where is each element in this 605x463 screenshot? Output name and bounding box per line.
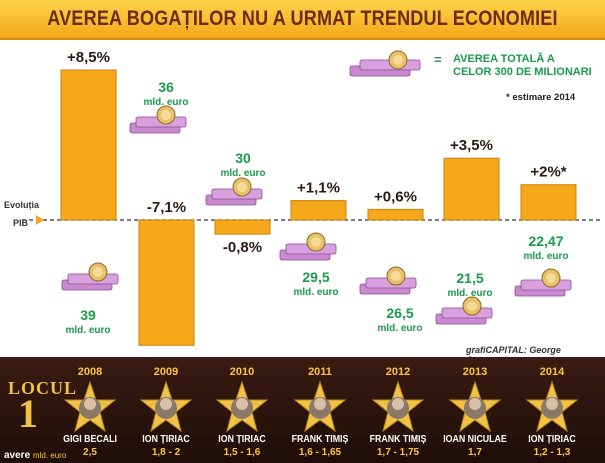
wealth-unit-2014: mld. euro <box>523 251 568 262</box>
place-number: 1 <box>18 391 38 436</box>
wealth-footer-label: avere mld. euro <box>4 450 66 461</box>
winner-year: 2008 <box>77 366 103 378</box>
money-icon <box>61 262 119 291</box>
wealth-value-2014: 22,47 <box>528 233 563 249</box>
winner-year: 2011 <box>308 366 332 378</box>
bar-2013 <box>443 157 500 221</box>
winner-name: ION ȚIRIAC <box>218 434 266 445</box>
star-portrait-icon <box>215 380 269 435</box>
axis-label-line1: Evoluția <box>4 200 40 210</box>
money-icon-legend <box>347 50 409 84</box>
chart-area: Evoluția PIB +8,5% -7,1% -0,8% +1,1% +0,6% +3,5… <box>4 49 600 346</box>
winner-wealth: 1,7 - 1,75 <box>376 447 420 458</box>
star-portrait-icon <box>139 380 193 435</box>
bar-2010 <box>214 219 271 235</box>
winner-wealth: 2,5 <box>83 447 97 458</box>
winner-wealth: 1,6 - 1,65 <box>298 447 342 458</box>
winner-name: IOAN NICULAE <box>443 434 507 445</box>
star-portrait-icon <box>63 380 117 435</box>
money-icon <box>205 177 263 206</box>
wealth-unit-2009: mld. euro <box>143 97 188 108</box>
title-bar: AVEREA BOGAȚILOR NU A URMAT TRENDUL ECON… <box>0 0 605 40</box>
axis-arrow <box>36 215 44 225</box>
bar-label-2009: -7,1% <box>147 199 186 216</box>
wealth-unit-2012: mld. euro <box>377 323 422 334</box>
wealth-value-2008: 39 <box>80 307 96 323</box>
bar-label-2013: +3,5% <box>450 137 493 154</box>
wealth-unit-2010: mld. euro <box>220 168 265 179</box>
winner-year: 2013 <box>462 366 488 378</box>
wealth-unit-2008: mld. euro <box>65 325 110 336</box>
wealth-value-2011: 29,5 <box>302 269 329 285</box>
winner-wealth: 1,7 <box>468 447 482 458</box>
wealth-unit-2011: mld. euro <box>293 287 338 298</box>
star-portrait-icon <box>448 380 502 435</box>
money-icon <box>129 105 187 134</box>
star-portrait-icon <box>525 380 579 435</box>
winner-year: 2010 <box>229 366 255 378</box>
star-portrait-icon <box>293 380 347 435</box>
winner-name: FRANK TIMIȘ <box>369 434 427 445</box>
wealth-footer-unit: mld. euro <box>32 451 67 460</box>
bar-2008 <box>60 69 117 221</box>
axis-label-line2: PIB <box>13 218 29 228</box>
bar-2009 <box>138 219 195 346</box>
place-heading: LOCUL <box>8 378 78 398</box>
winner-name: ION ȚIRIAC <box>142 434 190 445</box>
winner-year: 2014 <box>539 366 565 378</box>
winner-name: FRANK TIMIȘ <box>291 434 349 445</box>
bar-label-2010: -0,8% <box>223 239 262 256</box>
money-icon <box>514 268 572 297</box>
bar-2012 <box>367 208 424 221</box>
money-icon <box>435 296 493 325</box>
winner-wealth: 1,2 - 1,3 <box>533 447 571 458</box>
bar-label-2008: +8,5% <box>67 49 110 66</box>
bar-2014 <box>520 184 577 221</box>
money-icon <box>359 266 417 295</box>
winner-name: GIGI BECALI <box>63 434 117 445</box>
bar-label-2014: +2%* <box>530 164 566 181</box>
wealth-value-2012: 26,5 <box>386 305 413 321</box>
legend-text: AVEREA TOTALĂ A CELOR 300 DE MILIONARI <box>453 53 592 78</box>
wealth-value-2009: 36 <box>158 79 174 95</box>
winner-year: 2012 <box>385 366 411 378</box>
wealth-value-2013: 21,5 <box>456 270 483 286</box>
legend-symbol: = <box>434 52 442 67</box>
bar-label-2011: +1,1% <box>297 180 340 197</box>
wealth-value-2010: 30 <box>235 150 251 166</box>
winner-name: ION ȚIRIAC <box>528 434 576 445</box>
wealth-footer-word: avere <box>4 450 31 461</box>
winner-wealth: 1,5 - 1,6 <box>223 447 261 458</box>
wealth-unit-2013: mld. euro <box>447 288 492 299</box>
winner-year: 2009 <box>153 366 179 378</box>
chart-title: AVEREA BOGAȚILOR NU A URMAT TRENDUL ECON… <box>47 7 558 30</box>
estimate-note: * estimare 2014 <box>506 92 576 103</box>
star-portrait-icon <box>371 380 425 435</box>
bar-2011 <box>290 200 347 221</box>
winner-wealth: 1,8 - 2 <box>151 447 181 458</box>
legend-money-icon <box>349 50 421 77</box>
money-icon <box>279 232 337 261</box>
bar-label-2012: +0,6% <box>374 188 417 205</box>
